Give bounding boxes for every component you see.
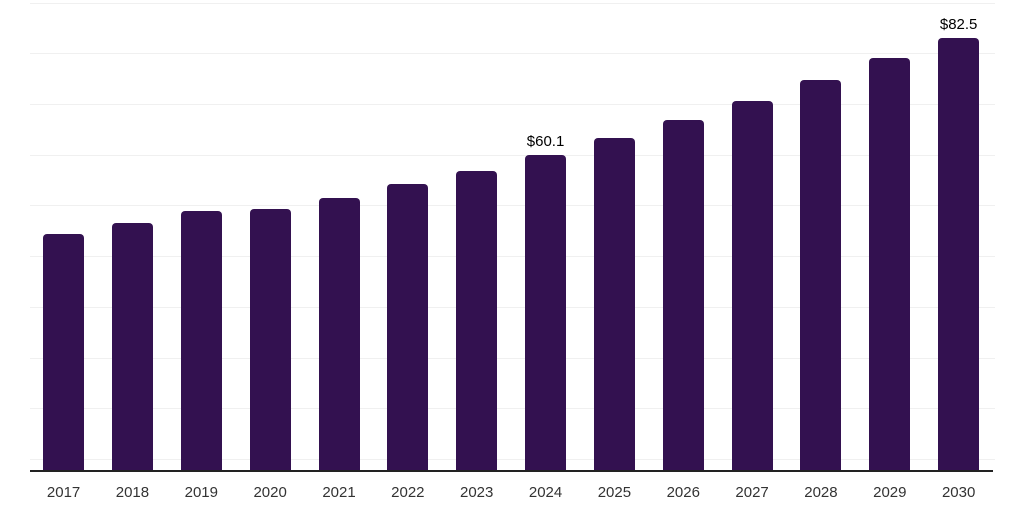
gridline <box>30 458 995 460</box>
data-label-2030: $82.5 <box>939 16 978 34</box>
gridline <box>30 357 995 359</box>
gridline <box>30 103 995 105</box>
bar-2017 <box>43 234 85 470</box>
bar-2024 <box>525 155 567 470</box>
data-label-2024: $60.1 <box>526 133 565 151</box>
bar-2018 <box>111 222 153 470</box>
bar-2028 <box>800 80 842 470</box>
tick-label-2026: 2026 <box>666 484 700 501</box>
bar-2029 <box>869 58 911 470</box>
tick-label-2025: 2025 <box>597 484 632 501</box>
tick-label-2023: 2023 <box>460 484 494 501</box>
tick-label-2018: 2018 <box>115 484 150 501</box>
gridline <box>30 53 995 55</box>
gridline <box>30 256 995 258</box>
tick-label-2021: 2021 <box>322 484 356 501</box>
bar-2023 <box>456 171 498 470</box>
tick-label-2024: 2024 <box>528 484 563 501</box>
gridline <box>30 205 995 207</box>
gridline <box>30 154 995 156</box>
gridline <box>30 408 995 410</box>
gridline <box>30 2 995 4</box>
tick-label-2020: 2020 <box>253 484 287 501</box>
bar-2030 <box>938 38 980 470</box>
tick-label-2030: 2030 <box>941 484 976 501</box>
bar-2026 <box>662 120 704 470</box>
tick-label-2022: 2022 <box>391 484 425 501</box>
bar-2022 <box>387 184 429 470</box>
tick-label-2029: 2029 <box>873 484 907 501</box>
tick-label-2017: 2017 <box>46 484 81 501</box>
tick-label-2028: 2028 <box>804 484 838 501</box>
tick-label-2027: 2027 <box>735 484 769 501</box>
bar-2020 <box>249 209 291 470</box>
bar-2027 <box>731 100 773 470</box>
bar-2019 <box>180 210 222 470</box>
bar-2021 <box>318 198 360 470</box>
bar-2025 <box>593 137 635 470</box>
x-axis-line <box>30 469 993 472</box>
tick-label-2019: 2019 <box>184 484 218 501</box>
gridline <box>30 306 995 308</box>
